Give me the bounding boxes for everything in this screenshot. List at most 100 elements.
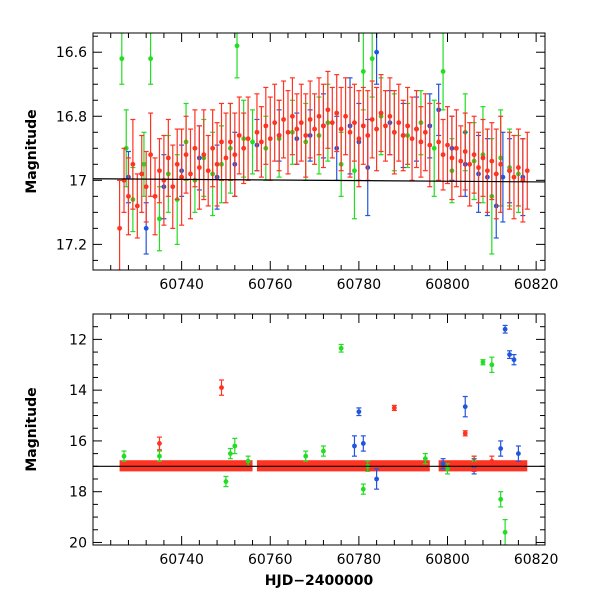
top-point-2-82 [489, 158, 495, 164]
top-point-0-24 [352, 168, 357, 174]
top-point-2-86 [511, 174, 517, 180]
bottom-panel-marks [93, 324, 545, 545]
bottom-x-tick-label: 60740 [159, 552, 204, 568]
top-point-2-25 [227, 139, 233, 145]
top-point-2-45 [321, 123, 326, 129]
top-point-2-55 [365, 133, 371, 138]
bottom-point-0-5 [245, 458, 251, 464]
top-point-0-32 [440, 69, 446, 74]
top-point-2-23 [219, 139, 224, 145]
bottom-point-2-0 [157, 441, 162, 446]
top-panel-ticks: 60740 60760 60780 60800 60820 16.6 16.8 17 17.2 [56, 33, 559, 293]
bottom-point-0-0 [121, 453, 127, 459]
bottom-point-1-8 [502, 326, 508, 332]
top-point-1-27 [500, 174, 506, 180]
top-panel-frame [92, 32, 546, 271]
top-point-2-11 [165, 155, 171, 161]
bottom-point-1-0 [352, 443, 357, 449]
top-x-tick-label: 60820 [514, 277, 559, 293]
bottom-point-1-5 [462, 404, 468, 410]
top-point-2-13 [174, 161, 180, 167]
top-point-2-81 [484, 168, 490, 174]
top-point-2-12 [170, 184, 176, 190]
bottom-point-1-11 [516, 451, 521, 457]
top-point-2-66 [414, 126, 419, 132]
top-point-2-80 [480, 155, 486, 161]
top-point-2-26 [232, 152, 238, 158]
top-point-2-40 [298, 120, 304, 126]
top-point-2-57 [374, 126, 380, 132]
top-point-2-77 [467, 161, 473, 167]
bottom-point-1-3 [374, 476, 380, 482]
top-point-2-52 [352, 120, 357, 126]
top-point-2-48 [334, 110, 340, 116]
bottom-point-2-1 [219, 385, 224, 391]
top-panel-marks [93, 33, 545, 270]
bottom-point-2-4 [471, 461, 477, 467]
bottom-point-0-6 [303, 453, 309, 459]
top-point-2-73 [449, 155, 455, 161]
top-point-2-22 [214, 161, 220, 167]
top-point-2-44 [316, 113, 322, 119]
top-point-2-83 [493, 171, 499, 177]
top-point-2-63 [400, 133, 406, 138]
top-point-2-35 [276, 133, 282, 138]
top-panel: 60740 60760 60780 60800 6082016.616.81717.2 … [24, 32, 559, 293]
top-point-2-51 [347, 129, 353, 135]
top-point-2-54 [360, 123, 366, 129]
top-point-2-62 [396, 120, 402, 126]
top-point-0-25 [360, 69, 366, 74]
bottom-point-2-3 [462, 430, 468, 436]
top-y-tick-label: 17 [69, 173, 87, 189]
top-point-2-84 [498, 161, 504, 167]
top-point-2-21 [210, 145, 216, 151]
top-x-tick-label: 60760 [248, 277, 293, 293]
top-point-2-4 [134, 203, 140, 209]
bottom-x-tick-label: 60780 [337, 552, 382, 568]
top-point-2-46 [325, 107, 331, 113]
top-point-2-36 [281, 117, 286, 122]
bottom-point-0-14 [480, 359, 486, 365]
top-x-tick-label: 60800 [425, 277, 470, 293]
top-y-tick-label: 17.2 [56, 237, 87, 253]
bottom-point-0-7 [321, 448, 326, 454]
top-point-2-47 [329, 120, 335, 126]
top-point-0-4 [148, 56, 154, 62]
bottom-point-2-5 [489, 458, 495, 464]
top-point-2-6 [143, 184, 149, 190]
top-point-2-24 [223, 155, 229, 161]
top-point-2-65 [409, 136, 415, 142]
top-point-2-69 [427, 142, 433, 148]
top-point-2-87 [516, 165, 521, 170]
bottom-point-1-7 [498, 446, 504, 451]
bottom-point-1-1 [356, 409, 362, 415]
top-point-0-31 [431, 145, 437, 151]
top-point-2-64 [405, 123, 411, 129]
bottom-y-tick-label: 16 [69, 434, 87, 450]
bottom-panel: 60740 60760 60780 60800 60820 12 14 16 18 20 Magn… [24, 313, 558, 589]
top-point-1-1 [143, 225, 149, 231]
top-point-2-15 [183, 152, 189, 158]
top-point-2-49 [338, 126, 344, 132]
top-point-2-38 [290, 113, 295, 119]
bottom-point-0-4 [232, 443, 238, 449]
top-point-1-16 [374, 49, 380, 55]
bottom-y-tick-label: 18 [69, 485, 87, 501]
top-x-tick-label: 60780 [337, 277, 382, 293]
top-point-0-14 [234, 43, 240, 49]
top-point-0-3 [141, 161, 147, 167]
top-x-tick-label: 60740 [159, 277, 204, 293]
top-point-2-58 [378, 110, 384, 116]
top-point-2-53 [356, 136, 362, 142]
top-y-tick-label: 16.8 [56, 109, 87, 125]
top-point-0-26 [369, 56, 375, 62]
top-point-2-75 [458, 158, 464, 164]
bottom-panel-x-axis-title: HJD−2400000 [265, 573, 374, 589]
top-y-tick-label: 16.6 [56, 45, 87, 61]
bottom-point-0-8 [338, 345, 344, 351]
top-point-2-39 [294, 126, 300, 132]
top-point-2-30 [254, 129, 260, 135]
top-point-2-76 [462, 149, 468, 154]
top-point-2-78 [471, 152, 477, 158]
